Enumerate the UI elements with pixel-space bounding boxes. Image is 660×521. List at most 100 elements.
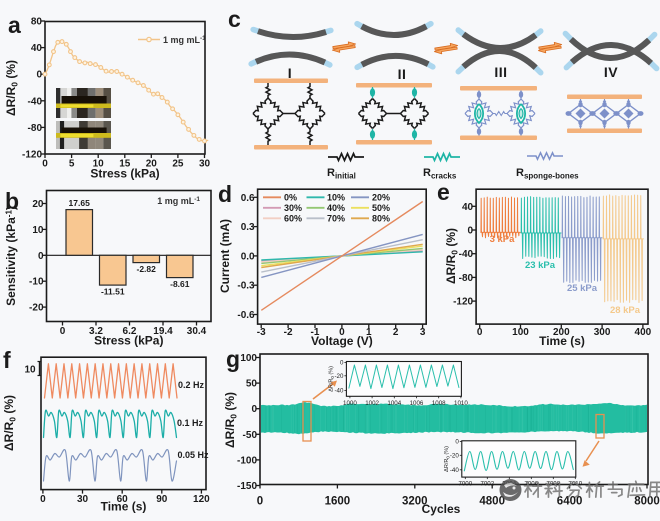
svg-text:0: 0 <box>455 439 459 446</box>
svg-text:40%: 40% <box>327 203 345 213</box>
svg-text:0.3: 0.3 <box>241 222 255 233</box>
svg-text:40: 40 <box>462 202 474 213</box>
svg-text:30%: 30% <box>284 203 302 213</box>
svg-text:60%: 60% <box>284 214 302 224</box>
svg-text:-0.3: -0.3 <box>237 281 255 292</box>
svg-text:1004: 1004 <box>387 400 401 407</box>
svg-text:0: 0 <box>60 326 66 337</box>
svg-text:60: 60 <box>117 494 129 505</box>
svg-text:-20: -20 <box>450 452 460 459</box>
svg-text:3200: 3200 <box>402 496 428 508</box>
svg-text:Current (mA): Current (mA) <box>218 219 232 293</box>
svg-text:ΔR/R0 (%): ΔR/R0 (%) <box>444 228 460 284</box>
svg-text:80%: 80% <box>372 214 390 224</box>
svg-text:I: I <box>288 65 292 81</box>
svg-text:-150: -150 <box>237 481 257 492</box>
svg-text:23 kPa: 23 kPa <box>525 260 556 271</box>
svg-text:-1: -1 <box>311 327 320 338</box>
svg-text:17.65: 17.65 <box>69 198 91 208</box>
svg-text:ΔR/R0 (%): ΔR/R0 (%) <box>444 446 451 472</box>
svg-text:80: 80 <box>31 17 43 28</box>
svg-text:-2.82: -2.82 <box>137 264 157 274</box>
svg-text:-80: -80 <box>459 273 474 284</box>
svg-text:19.4: 19.4 <box>153 326 173 337</box>
svg-text:Rinitial: Rinitial <box>327 167 356 181</box>
svg-text:7000: 7000 <box>458 481 472 488</box>
svg-text:20%: 20% <box>372 193 390 203</box>
svg-text:7002: 7002 <box>480 481 494 488</box>
svg-text:II: II <box>398 66 407 82</box>
svg-text:100: 100 <box>240 353 257 364</box>
svg-text:100: 100 <box>512 327 529 338</box>
svg-text:1010: 1010 <box>454 400 468 407</box>
svg-text:1 mg mL-1: 1 mg mL-1 <box>163 35 206 45</box>
svg-text:-3: -3 <box>257 327 266 338</box>
svg-text:Stress (kPa): Stress (kPa) <box>94 334 163 348</box>
svg-text:6.2: 6.2 <box>123 326 137 337</box>
svg-text:-120: -120 <box>453 297 473 308</box>
svg-text:0: 0 <box>468 226 474 237</box>
svg-text:400: 400 <box>635 327 652 338</box>
svg-text:0: 0 <box>36 70 42 81</box>
svg-text:0.05 Hz: 0.05 Hz <box>177 450 209 460</box>
svg-text:-40: -40 <box>450 467 460 474</box>
svg-text:25: 25 <box>172 159 184 170</box>
svg-text:Voltage (V): Voltage (V) <box>311 334 373 348</box>
svg-text:8000: 8000 <box>634 496 660 508</box>
svg-text:4800: 4800 <box>479 496 505 508</box>
svg-text:1006: 1006 <box>410 400 424 407</box>
svg-text:ΔR/R0 (%): ΔR/R0 (%) <box>2 395 18 451</box>
svg-text:0%: 0% <box>284 193 297 203</box>
svg-text:Cycles: Cycles <box>422 502 461 516</box>
svg-text:1002: 1002 <box>365 400 379 407</box>
svg-text:10%: 10% <box>327 193 345 203</box>
svg-text:ΔR/R0 (%): ΔR/R0 (%) <box>4 60 20 116</box>
svg-text:0.0: 0.0 <box>241 251 255 262</box>
svg-text:200: 200 <box>553 327 570 338</box>
svg-text:0: 0 <box>340 360 344 367</box>
svg-text:15: 15 <box>119 159 131 170</box>
svg-text:Time (s): Time (s) <box>101 500 147 514</box>
svg-text:g: g <box>226 346 240 372</box>
svg-text:-40: -40 <box>334 387 344 394</box>
svg-text:30.4: 30.4 <box>187 326 207 337</box>
svg-text:0.6: 0.6 <box>241 193 255 204</box>
svg-text:25 kPa: 25 kPa <box>567 283 598 294</box>
svg-text:-20: -20 <box>334 373 344 380</box>
svg-text:3.2: 3.2 <box>89 326 103 337</box>
svg-text:6400: 6400 <box>557 496 583 508</box>
svg-text:120: 120 <box>193 494 210 505</box>
svg-text:3 kPa: 3 kPa <box>490 234 516 245</box>
svg-text:Stress (kPa): Stress (kPa) <box>90 167 159 181</box>
svg-text:-0.6: -0.6 <box>237 310 255 321</box>
svg-text:Rsponge-bones: Rsponge-bones <box>516 167 579 181</box>
svg-text:ΔR/R0 (%): ΔR/R0 (%) <box>223 392 239 448</box>
svg-text:e: e <box>437 179 450 205</box>
svg-text:3: 3 <box>420 327 426 338</box>
svg-text:10: 10 <box>32 225 44 236</box>
svg-text:28 kPa: 28 kPa <box>610 305 641 316</box>
svg-text:30: 30 <box>199 159 211 170</box>
svg-text:b: b <box>5 188 19 214</box>
svg-text:-2: -2 <box>284 327 293 338</box>
svg-text:5: 5 <box>69 159 75 170</box>
svg-text:0.2 Hz: 0.2 Hz <box>178 380 205 390</box>
svg-text:-120: -120 <box>22 150 42 161</box>
svg-text:-8.61: -8.61 <box>170 279 190 289</box>
svg-text:10: 10 <box>24 365 36 376</box>
svg-text:300: 300 <box>594 327 611 338</box>
svg-text:IV: IV <box>604 64 618 80</box>
svg-text:Time (s): Time (s) <box>539 334 585 348</box>
svg-text:1600: 1600 <box>325 496 351 508</box>
svg-text:-11.51: -11.51 <box>101 287 125 297</box>
svg-text:7008: 7008 <box>546 481 560 488</box>
svg-text:50%: 50% <box>372 203 390 213</box>
svg-text:a: a <box>8 12 21 38</box>
svg-text:1008: 1008 <box>432 400 446 407</box>
svg-text:-100: -100 <box>237 455 257 466</box>
svg-text:f: f <box>3 347 11 373</box>
svg-text:1 mg mL-1: 1 mg mL-1 <box>157 196 200 206</box>
svg-text:III: III <box>494 64 507 80</box>
svg-text:7010: 7010 <box>568 481 582 488</box>
svg-text:0: 0 <box>38 251 44 262</box>
